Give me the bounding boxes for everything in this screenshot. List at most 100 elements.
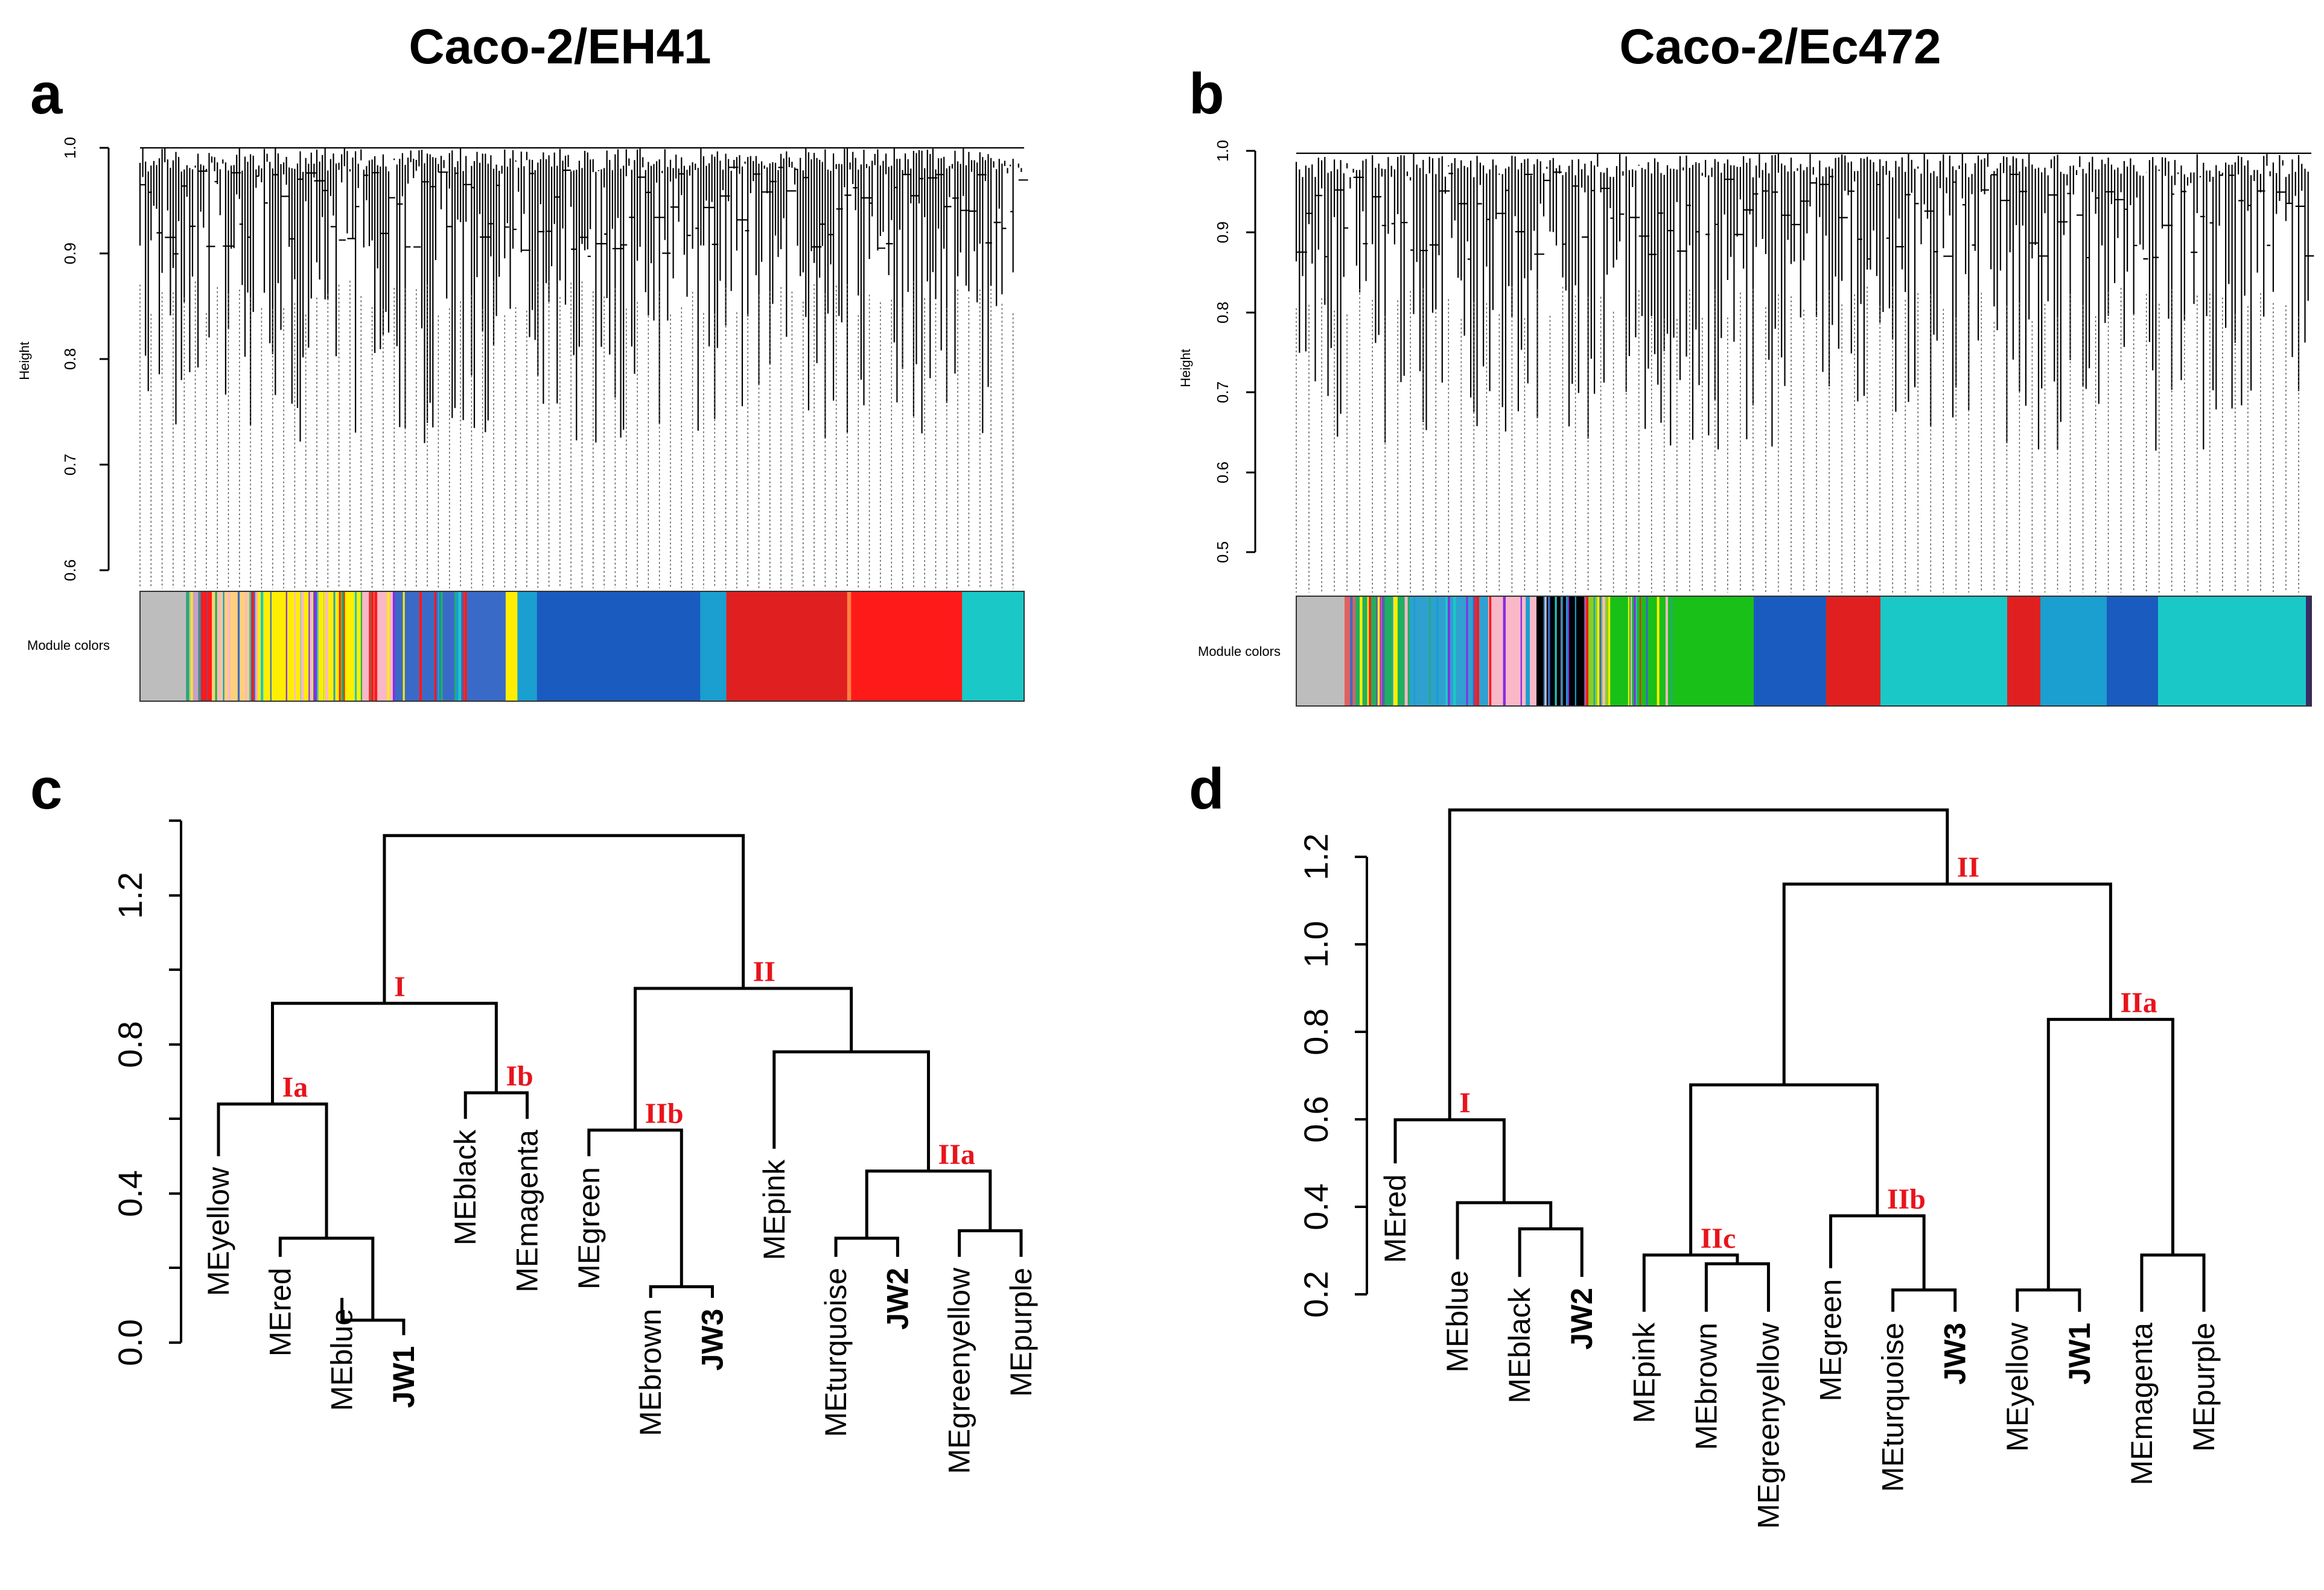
panel-b-ytick-label: 0.5 — [1214, 541, 1232, 563]
dendrogram-branch — [340, 1297, 406, 1335]
panel-d-eigengene-dendrogram: 0.2 0.4 0.6 0.8 1.0 1.2 IIIIIaIIbIIcMEre… — [1297, 808, 2221, 1529]
module-color-segment — [1880, 596, 2008, 706]
module-color-segment — [395, 591, 506, 701]
module-color-stripe — [419, 591, 422, 701]
panel-d-ytick-label: 1.2 — [1297, 833, 1335, 880]
panel-b-ytick-label: 0.6 — [1214, 462, 1232, 483]
module-color-stripe — [1477, 596, 1479, 706]
dendrogram-branch — [2140, 1253, 2206, 1312]
panel-d-ytick-label: 0.2 — [1297, 1271, 1335, 1318]
module-color-stripe — [1628, 596, 1629, 706]
leaf-label: JW3 — [695, 1309, 729, 1371]
dendrogram-branch — [958, 1229, 1023, 1257]
leaf-label: JW1 — [2063, 1323, 2096, 1385]
module-color-stripe — [317, 591, 319, 701]
dendrogram-branch — [649, 1285, 714, 1298]
dendrogram-branch — [1456, 1201, 1553, 1260]
module-color-stripe — [249, 591, 252, 701]
leaf-label: MEred — [1378, 1174, 1412, 1263]
cluster-label: IIc — [1701, 1223, 1736, 1255]
module-color-stripe — [1503, 596, 1506, 706]
panel-a-ytick-label: 0.9 — [61, 243, 79, 264]
module-color-stripe — [407, 591, 410, 701]
panel-a-ylabel: Height — [17, 342, 32, 380]
panel-b-ytick-label: 0.8 — [1214, 302, 1232, 323]
module-color-stripe — [1448, 596, 1450, 706]
dendrogram-branch — [1782, 882, 2112, 1085]
module-color-stripe — [1547, 596, 1550, 706]
module-color-segment — [1754, 596, 1827, 706]
module-color-stripe — [1561, 596, 1563, 706]
module-color-stripe — [333, 591, 336, 701]
module-color-segment — [851, 591, 963, 701]
dendrogram-leaf-drops — [139, 281, 1014, 588]
dendrogram-branches — [139, 147, 1028, 444]
dendrogram-branch — [2046, 1017, 2174, 1290]
panel-b-ytick-label: 1.0 — [1214, 140, 1232, 162]
module-color-stripe — [1367, 596, 1369, 706]
module-color-stripe — [1380, 596, 1381, 706]
module-color-stripe — [375, 591, 378, 701]
module-color-stripe — [1608, 596, 1611, 706]
module-color-stripe — [1404, 596, 1408, 706]
module-color-stripe — [403, 591, 405, 701]
module-color-stripe — [339, 591, 341, 701]
panel-c-ytick-label: 0.4 — [111, 1170, 149, 1217]
module-color-bar-frame — [1296, 596, 2312, 707]
panel-c-ytick-label: 1.2 — [111, 872, 149, 919]
panel-label-a: a — [30, 62, 63, 126]
dendrogram-branch — [1689, 1083, 1879, 1255]
module-color-stripe — [1599, 596, 1602, 706]
module-color-segment — [517, 591, 538, 701]
module-color-stripe — [387, 591, 390, 701]
module-color-stripe — [223, 591, 224, 701]
module-color-stripe — [1360, 596, 1363, 706]
module-color-bar-frame — [139, 591, 1025, 702]
leaf-label: MEbrown — [1689, 1323, 1723, 1450]
module-color-stripe — [253, 591, 255, 701]
module-color-segment — [847, 591, 852, 701]
leaf-label: MEpink — [757, 1159, 791, 1261]
module-color-stripe — [314, 591, 317, 701]
dendrogram-branch — [463, 1091, 529, 1119]
module-color-segment — [361, 591, 395, 701]
module-color-segment — [2158, 596, 2306, 706]
module-color-stripe — [1665, 596, 1668, 706]
panel-label-d: d — [1189, 757, 1224, 821]
leaf-label: MEmagenta — [511, 1130, 544, 1293]
dendrogram-branch — [1518, 1227, 1584, 1277]
panel-b-ylabel: Height — [1178, 349, 1193, 387]
leaf-label: MEgreen — [572, 1167, 606, 1289]
module-color-stripe — [1393, 596, 1396, 706]
module-color-stripe — [261, 591, 264, 701]
module-color-stripe — [251, 591, 254, 701]
module-color-segment — [192, 591, 199, 701]
leaf-label: MEturquoise — [819, 1268, 853, 1437]
module-color-stripe — [285, 591, 287, 701]
panel-a-module-colors-label: Module colors — [27, 638, 110, 653]
leaf-label: JW2 — [1565, 1288, 1599, 1350]
module-color-stripe — [323, 591, 325, 701]
module-color-stripe — [1520, 596, 1522, 706]
leaf-label: MEyellow — [2001, 1322, 2034, 1452]
panel-a-ytick-label: 1.0 — [61, 137, 79, 159]
leaf-label: MEblack — [448, 1129, 482, 1245]
module-color-stripe — [245, 591, 247, 701]
module-color-stripe — [393, 591, 395, 701]
module-color-segment — [1609, 596, 1754, 706]
leaf-label: MEblue — [1441, 1270, 1474, 1373]
panel-b-dendrogram-branches — [1295, 152, 2314, 593]
leaf-label: MEblack — [1503, 1287, 1536, 1404]
panel-a-module-color-bar — [139, 591, 1025, 702]
module-color-stripe — [463, 591, 465, 701]
module-color-stripe — [1602, 596, 1605, 706]
module-color-stripe — [1631, 596, 1632, 706]
module-color-segment — [2306, 596, 2312, 706]
dendrogram-branch — [383, 834, 745, 1003]
panel-b-gene-dendrogram: 0.5 0.6 0.7 0.8 0.9 1.0 Height Module co… — [1178, 140, 2314, 707]
module-color-stripe — [1392, 596, 1395, 706]
module-color-segment — [2040, 596, 2107, 706]
module-color-stripe — [1555, 596, 1557, 706]
module-color-stripe — [1565, 596, 1569, 706]
